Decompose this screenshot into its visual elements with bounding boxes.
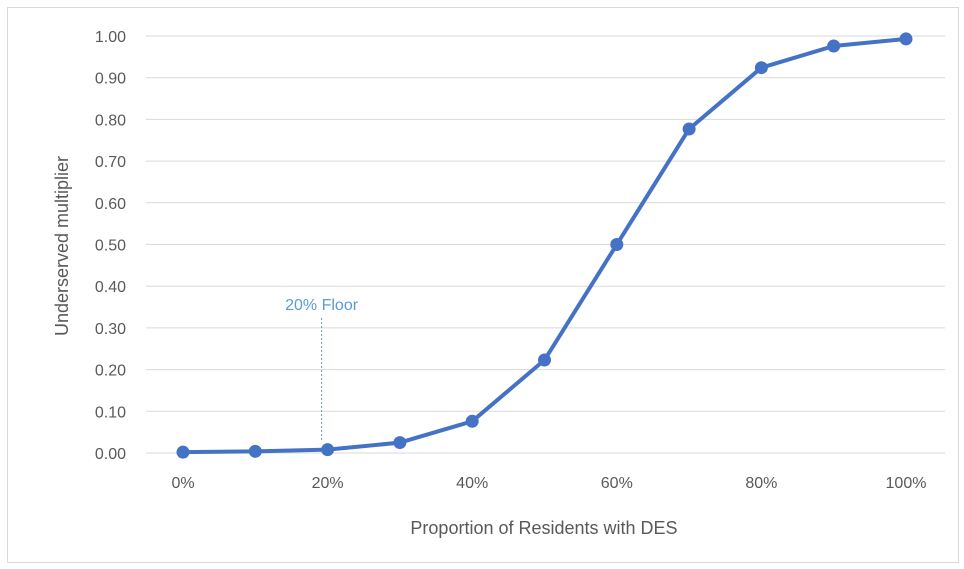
x-tick-label: 100% [886,475,927,492]
x-tick-label: 20% [312,475,344,492]
data-point [393,436,407,450]
y-tick-label: 0.90 [95,71,126,88]
y-tick-label: 0.10 [95,404,126,421]
y-tick-label: 0.80 [95,112,126,129]
x-tick-label: 60% [601,475,633,492]
y-tick-label: 0.00 [95,446,126,463]
y-tick-label: 0.40 [95,279,126,296]
x-tick-label: 80% [745,475,777,492]
y-tick-label: 0.70 [95,154,126,171]
data-point [754,61,768,75]
y-tick-label: 0.60 [95,196,126,213]
data-point [899,32,913,46]
y-tick-label: 0.50 [95,238,126,255]
series-line [181,36,908,455]
x-tick-label: 40% [456,475,488,492]
x-axis-tick-labels: 0% 20% 40% 60% 80% 100% [171,475,926,492]
gridlines [146,35,945,454]
y-axis-title: Underserved multiplier [52,156,72,336]
y-tick-label: 0.30 [95,321,126,338]
y-axis-tick-labels: 0.00 0.10 0.20 0.30 0.40 0.50 0.60 0.70 0.80 0.90… [95,29,126,463]
data-point [248,444,262,458]
data-point [682,122,696,136]
data-point [538,353,551,367]
x-axis-title: Proportion of Residents with DES [410,518,677,538]
data-point [827,39,841,53]
data-point [610,238,624,251]
y-tick-label: 0.20 [95,363,126,380]
data-point [465,414,479,428]
annotation-group: 20% Floor [285,297,359,442]
x-tick-label: 0% [171,475,194,492]
chart-frame [7,7,959,563]
y-tick-label: 1.00 [95,29,126,46]
series-group [176,32,913,459]
data-point [321,443,335,457]
annotation-label: 20% Floor [285,297,359,314]
data-point [176,445,190,459]
